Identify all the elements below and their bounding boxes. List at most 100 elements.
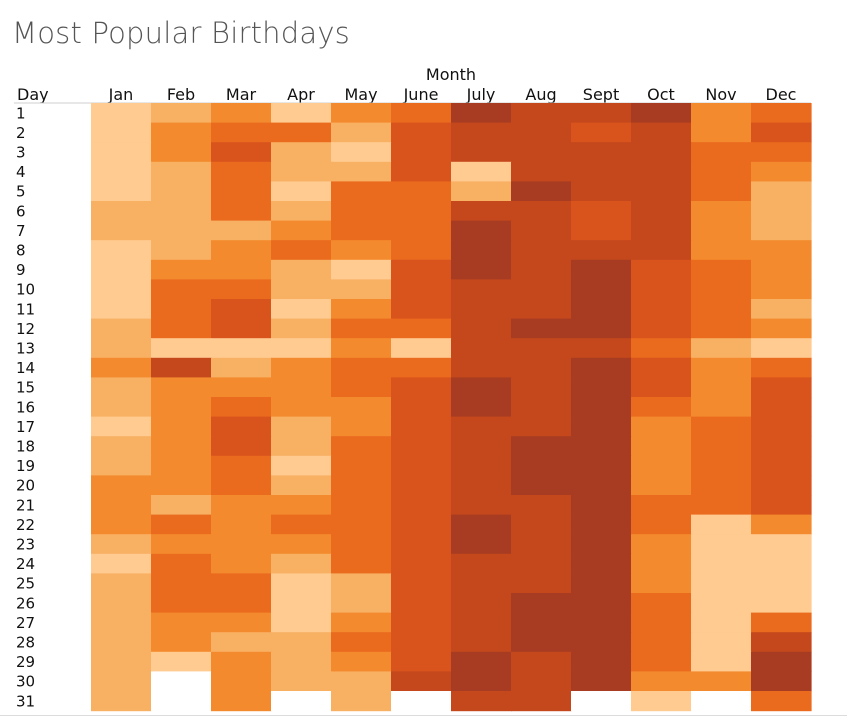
- cell-nov-17: [691, 416, 752, 437]
- day-label-20: 20: [16, 477, 35, 495]
- cell-june-11: [391, 299, 452, 320]
- cell-july-2: [451, 122, 512, 143]
- cell-oct-8: [631, 240, 692, 261]
- cell-mar-21: [211, 495, 272, 516]
- cell-feb-15: [151, 377, 212, 398]
- cell-aug-8: [511, 240, 572, 261]
- cell-feb-20: [151, 475, 212, 496]
- cell-nov-21: [691, 495, 752, 516]
- cell-dec-2: [751, 122, 812, 143]
- cell-nov-18: [691, 436, 752, 457]
- cell-feb-17: [151, 416, 212, 437]
- day-label-22: 22: [16, 516, 35, 534]
- cell-aug-4: [511, 161, 572, 182]
- cell-jan-12: [91, 318, 152, 339]
- cell-nov-31: [691, 691, 752, 712]
- cell-june-31: [391, 691, 452, 712]
- cell-apr-24: [271, 553, 332, 574]
- cell-may-30: [331, 671, 392, 692]
- cell-apr-16: [271, 397, 332, 418]
- cell-july-14: [451, 357, 512, 378]
- cell-may-23: [331, 534, 392, 555]
- cell-nov-16: [691, 397, 752, 418]
- cell-nov-25: [691, 573, 752, 594]
- cell-apr-18: [271, 436, 332, 457]
- cell-apr-26: [271, 593, 332, 614]
- cell-jan-3: [91, 142, 152, 163]
- cell-june-7: [391, 220, 452, 241]
- cell-june-22: [391, 514, 452, 535]
- cell-mar-3: [211, 142, 272, 163]
- cell-oct-21: [631, 495, 692, 516]
- day-label-21: 21: [16, 496, 35, 514]
- cell-june-29: [391, 651, 452, 672]
- cell-may-13: [331, 338, 392, 359]
- month-label-dec: Dec: [766, 85, 797, 104]
- cell-dec-14: [751, 357, 812, 378]
- cell-jan-19: [91, 455, 152, 476]
- cell-feb-9: [151, 259, 212, 280]
- cell-oct-28: [631, 632, 692, 653]
- cell-mar-16: [211, 397, 272, 418]
- cell-oct-20: [631, 475, 692, 496]
- cell-feb-12: [151, 318, 212, 339]
- bottom-divider: [0, 715, 847, 716]
- cell-feb-5: [151, 181, 212, 202]
- cell-may-31: [331, 691, 392, 712]
- cell-nov-14: [691, 357, 752, 378]
- cell-may-17: [331, 416, 392, 437]
- cell-sept-25: [571, 573, 632, 594]
- cell-sept-16: [571, 397, 632, 418]
- cell-apr-7: [271, 220, 332, 241]
- cell-apr-11: [271, 299, 332, 320]
- cell-oct-6: [631, 201, 692, 222]
- cell-sept-19: [571, 455, 632, 476]
- cell-feb-28: [151, 632, 212, 653]
- cell-july-8: [451, 240, 512, 261]
- cell-oct-4: [631, 161, 692, 182]
- cell-mar-15: [211, 377, 272, 398]
- cell-feb-10: [151, 279, 212, 300]
- cell-nov-4: [691, 161, 752, 182]
- cell-oct-7: [631, 220, 692, 241]
- cell-jan-29: [91, 651, 152, 672]
- cell-july-24: [451, 553, 512, 574]
- cell-dec-13: [751, 338, 812, 359]
- cell-oct-12: [631, 318, 692, 339]
- cell-june-12: [391, 318, 452, 339]
- cell-may-11: [331, 299, 392, 320]
- day-label-16: 16: [16, 398, 35, 416]
- cell-apr-9: [271, 259, 332, 280]
- cell-mar-1: [211, 103, 272, 124]
- cell-oct-10: [631, 279, 692, 300]
- cell-nov-7: [691, 220, 752, 241]
- cell-dec-28: [751, 632, 812, 653]
- cell-sept-7: [571, 220, 632, 241]
- cell-sept-8: [571, 240, 632, 261]
- cell-may-29: [331, 651, 392, 672]
- cell-july-3: [451, 142, 512, 163]
- cell-july-12: [451, 318, 512, 339]
- cell-july-22: [451, 514, 512, 535]
- cell-apr-1: [271, 103, 332, 124]
- cell-oct-9: [631, 259, 692, 280]
- cell-june-2: [391, 122, 452, 143]
- cell-july-1: [451, 103, 512, 124]
- cell-sept-5: [571, 181, 632, 202]
- cell-nov-2: [691, 122, 752, 143]
- cell-sept-14: [571, 357, 632, 378]
- cell-feb-7: [151, 220, 212, 241]
- cell-apr-22: [271, 514, 332, 535]
- cell-aug-28: [511, 632, 572, 653]
- cell-dec-5: [751, 181, 812, 202]
- cell-aug-24: [511, 553, 572, 574]
- cell-may-24: [331, 553, 392, 574]
- cell-june-30: [391, 671, 452, 692]
- cell-apr-2: [271, 122, 332, 143]
- cell-mar-19: [211, 455, 272, 476]
- cell-july-4: [451, 161, 512, 182]
- cell-feb-16: [151, 397, 212, 418]
- cell-mar-23: [211, 534, 272, 555]
- cell-jan-8: [91, 240, 152, 261]
